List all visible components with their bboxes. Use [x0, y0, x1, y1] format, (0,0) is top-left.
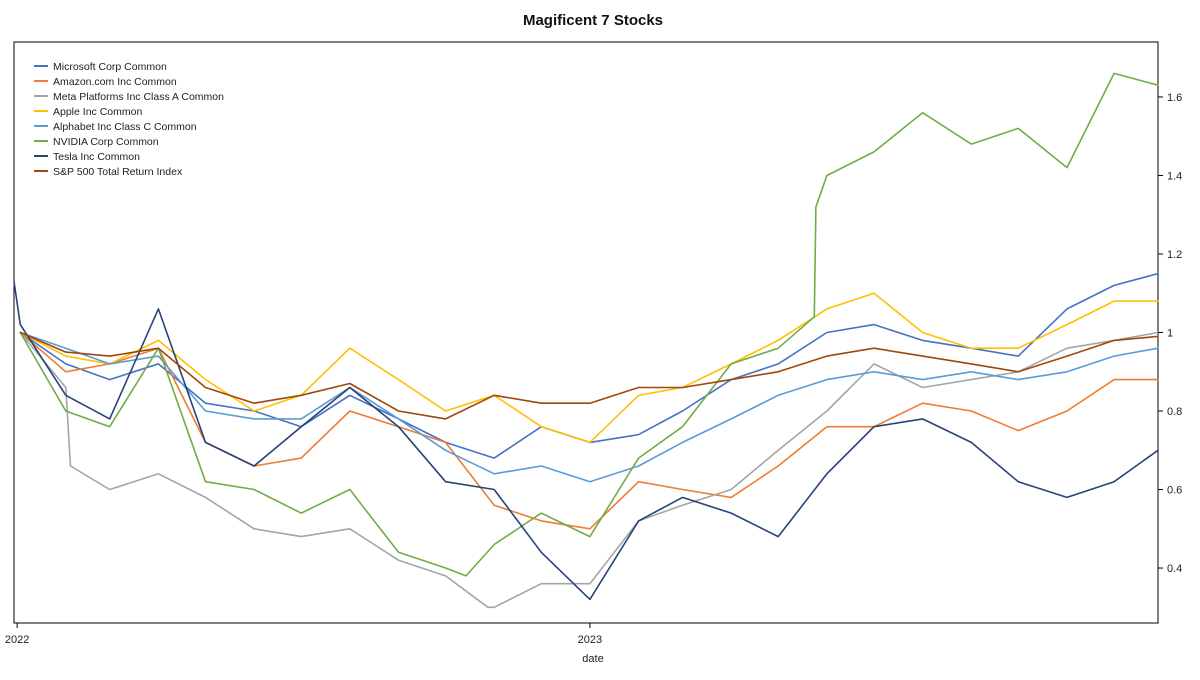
- y-tick-label: 0.8: [1167, 406, 1182, 418]
- legend-label: S&P 500 Total Return Index: [53, 166, 183, 178]
- x-tick-label: 2022: [5, 634, 29, 646]
- y-tick-label: 1.2: [1167, 249, 1182, 261]
- legend-label: NVIDIA Corp Common: [53, 136, 159, 148]
- legend-label: Apple Inc Common: [53, 106, 142, 118]
- series-line-6: [19, 72, 1159, 577]
- x-tick-label: 2023: [578, 634, 602, 646]
- series-line-5: [19, 331, 1159, 483]
- y-tick-label: 1.6: [1167, 92, 1182, 104]
- y-tick-label: 0.6: [1167, 485, 1182, 497]
- legend-label: Alphabet Inc Class C Common: [53, 121, 197, 133]
- series-layer: [13, 72, 1159, 609]
- series-line-8: [19, 331, 1159, 420]
- x-axis-title: date: [582, 653, 603, 665]
- y-tick-label: 1: [1167, 328, 1173, 340]
- legend: Microsoft Corp Common Amazon.com Inc Comm…: [34, 61, 224, 178]
- legend-label: Tesla Inc Common: [53, 151, 140, 163]
- y-tick-label: 0.4: [1167, 563, 1182, 575]
- series-line-7: [13, 280, 1159, 601]
- series-line-2: [19, 331, 1159, 530]
- legend-label: Amazon.com Inc Common: [53, 76, 177, 88]
- legend-label: Microsoft Corp Common: [53, 61, 167, 73]
- y-tick-label: 1.4: [1167, 170, 1182, 182]
- x-axis: 2022 2023: [5, 623, 602, 646]
- series-line-4: [19, 292, 1159, 444]
- series-line-3: [19, 331, 1159, 609]
- y-axis: 0.4 0.6 0.8 1 1.2 1.4 1.6: [1158, 92, 1182, 575]
- legend-label: Meta Platforms Inc Class A Common: [53, 91, 224, 103]
- chart-title: Magificent 7 Stocks: [523, 12, 663, 29]
